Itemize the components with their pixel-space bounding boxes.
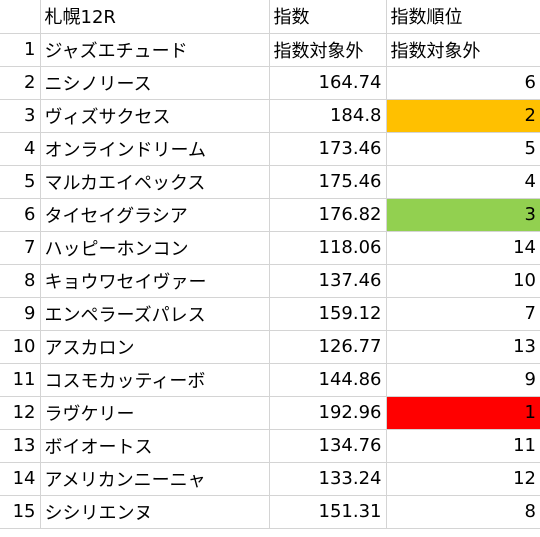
table-row: 13 ボイオートス 134.76 11 xyxy=(0,428,540,463)
cell-rank[interactable]: 10 xyxy=(385,263,540,298)
cell-index[interactable]: 159.12 xyxy=(268,296,387,331)
cell-index[interactable]: 176.82 xyxy=(268,197,387,232)
cell-index[interactable]: 151.31 xyxy=(268,494,387,529)
cell-rank[interactable]: 1 xyxy=(385,395,540,430)
cell-horse-name[interactable]: キョウワセイヴァー xyxy=(39,263,270,298)
table-row: 15 シシリエンヌ 151.31 8 xyxy=(0,494,540,529)
cell-horse-name[interactable]: ハッピーホンコン xyxy=(39,230,270,265)
cell-horse-name[interactable]: コスモカッティーボ xyxy=(39,362,270,397)
cell-num[interactable]: 3 xyxy=(0,98,41,133)
cell-index[interactable]: 指数対象外 xyxy=(268,32,387,67)
cell-num[interactable]: 5 xyxy=(0,164,41,199)
table-row: 7 ハッピーホンコン 118.06 14 xyxy=(0,230,540,265)
cell-horse-name[interactable]: ラヴケリー xyxy=(39,395,270,430)
cell-horse-name[interactable]: アメリカンニーニャ xyxy=(39,461,270,496)
cell-num[interactable]: 15 xyxy=(0,494,41,529)
cell-rank[interactable]: 14 xyxy=(385,230,540,265)
cell-num[interactable]: 6 xyxy=(0,197,41,232)
cell-num[interactable]: 9 xyxy=(0,296,41,331)
cell-rank[interactable]: 4 xyxy=(385,164,540,199)
cell-rank[interactable]: 12 xyxy=(385,461,540,496)
cell-num[interactable]: 4 xyxy=(0,131,41,166)
cell-rank[interactable]: 2 xyxy=(385,98,540,133)
table-row: 14 アメリカンニーニャ 133.24 12 xyxy=(0,461,540,496)
cell-rank[interactable]: 7 xyxy=(385,296,540,331)
table-row: 5 マルカエイペックス 175.46 4 xyxy=(0,164,540,199)
cell-horse-name[interactable]: ヴィズサクセス xyxy=(39,98,270,133)
header-row: 札幌12R 指数 指数順位 xyxy=(0,0,540,34)
cell-horse-name[interactable]: マルカエイペックス xyxy=(39,164,270,199)
header-cell-race[interactable]: 札幌12R xyxy=(39,0,270,34)
table-row: 9 エンペラーズパレス 159.12 7 xyxy=(0,296,540,331)
cell-index[interactable]: 134.76 xyxy=(268,428,387,463)
cell-num[interactable]: 11 xyxy=(0,362,41,397)
cell-num[interactable]: 12 xyxy=(0,395,41,430)
cell-horse-name[interactable]: ニシノリース xyxy=(39,65,270,100)
table-row: 10 アスカロン 126.77 13 xyxy=(0,329,540,364)
cell-index[interactable]: 137.46 xyxy=(268,263,387,298)
cell-index[interactable]: 126.77 xyxy=(268,329,387,364)
cell-num[interactable]: 2 xyxy=(0,65,41,100)
cell-index[interactable]: 173.46 xyxy=(268,131,387,166)
table-row: 1 ジャズエチュード 指数対象外 指数対象外 xyxy=(0,32,540,67)
cell-index[interactable]: 184.8 xyxy=(268,98,387,133)
cell-horse-name[interactable]: オンラインドリーム xyxy=(39,131,270,166)
cell-horse-name[interactable]: シシリエンヌ xyxy=(39,494,270,529)
header-cell-num[interactable] xyxy=(0,0,41,34)
cell-index[interactable]: 192.96 xyxy=(268,395,387,430)
table-row: 11 コスモカッティーボ 144.86 9 xyxy=(0,362,540,397)
table-row: 8 キョウワセイヴァー 137.46 10 xyxy=(0,263,540,298)
cell-rank[interactable]: 9 xyxy=(385,362,540,397)
table-row: 4 オンラインドリーム 173.46 5 xyxy=(0,131,540,166)
cell-num[interactable]: 1 xyxy=(0,32,41,67)
cell-index[interactable]: 164.74 xyxy=(268,65,387,100)
cell-index[interactable]: 118.06 xyxy=(268,230,387,265)
table-row: 3 ヴィズサクセス 184.8 2 xyxy=(0,98,540,133)
header-cell-rank[interactable]: 指数順位 xyxy=(385,0,540,34)
table-row: 12 ラヴケリー 192.96 1 xyxy=(0,395,540,430)
cell-rank[interactable]: 13 xyxy=(385,329,540,364)
table-row: 2 ニシノリース 164.74 6 xyxy=(0,65,540,100)
cell-rank[interactable]: 11 xyxy=(385,428,540,463)
cell-horse-name[interactable]: ボイオートス xyxy=(39,428,270,463)
cell-num[interactable]: 13 xyxy=(0,428,41,463)
cell-index[interactable]: 133.24 xyxy=(268,461,387,496)
cell-horse-name[interactable]: ジャズエチュード xyxy=(39,32,270,67)
cell-rank[interactable]: 指数対象外 xyxy=(385,32,540,67)
cell-index[interactable]: 175.46 xyxy=(268,164,387,199)
cell-num[interactable]: 10 xyxy=(0,329,41,364)
table-row: 6 タイセイグラシア 176.82 3 xyxy=(0,197,540,232)
cell-horse-name[interactable]: エンペラーズパレス xyxy=(39,296,270,331)
cell-num[interactable]: 8 xyxy=(0,263,41,298)
cell-num[interactable]: 7 xyxy=(0,230,41,265)
header-cell-index[interactable]: 指数 xyxy=(268,0,387,34)
cell-rank[interactable]: 6 xyxy=(385,65,540,100)
cell-rank[interactable]: 8 xyxy=(385,494,540,529)
cell-index[interactable]: 144.86 xyxy=(268,362,387,397)
cell-horse-name[interactable]: アスカロン xyxy=(39,329,270,364)
cell-num[interactable]: 14 xyxy=(0,461,41,496)
cell-rank[interactable]: 3 xyxy=(385,197,540,232)
cell-rank[interactable]: 5 xyxy=(385,131,540,166)
cell-horse-name[interactable]: タイセイグラシア xyxy=(39,197,270,232)
